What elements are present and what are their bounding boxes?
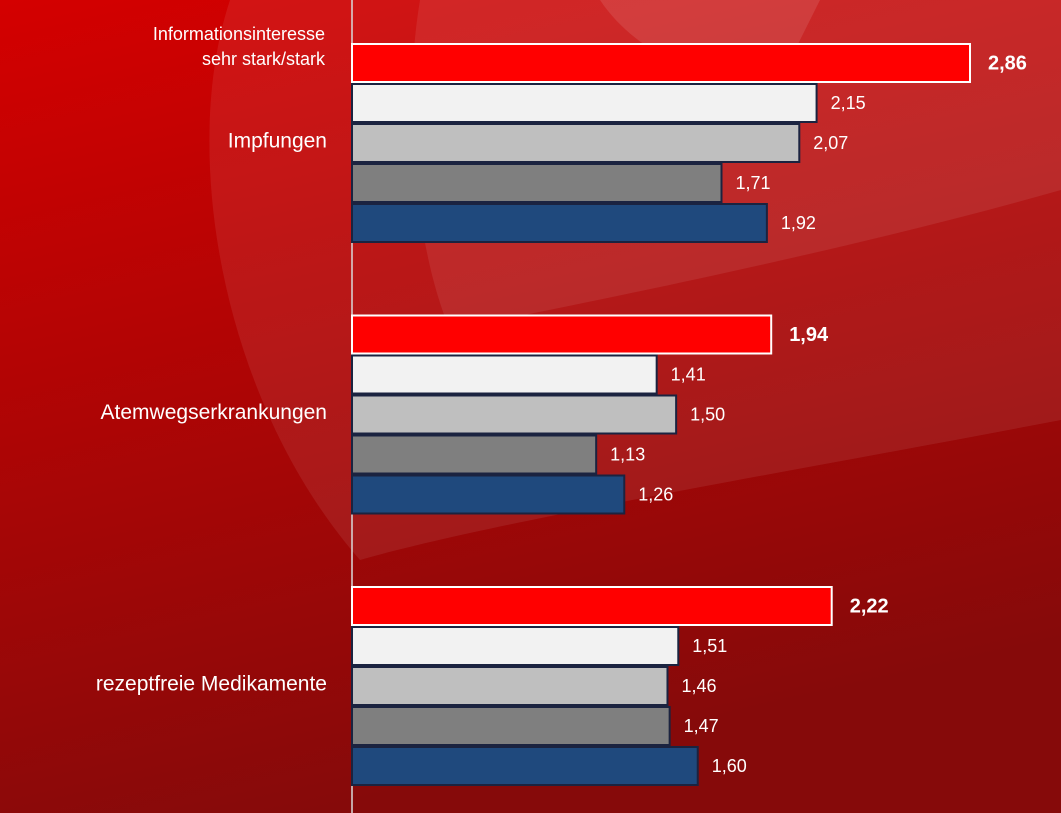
value-label: 1,71 [736,173,771,193]
value-label: 2,07 [813,133,848,153]
bar [351,43,971,83]
value-label: 2,22 [850,595,889,617]
bar [351,434,598,475]
bar [351,746,699,786]
category-label: rezeptfreie Medikamente [96,673,327,696]
category-label: Atemwegserkrankungen [101,401,327,424]
value-label: 1,26 [638,484,673,504]
bar [351,314,773,355]
bar [351,706,671,746]
value-label: 1,51 [692,636,727,656]
value-label: 1,46 [681,676,716,696]
bar [351,626,680,666]
value-label: 1,60 [712,756,747,776]
value-label: 1,94 [789,324,829,346]
value-label: 2,15 [831,93,866,113]
value-label: 1,13 [610,444,645,464]
value-label: 2,86 [988,52,1027,74]
bar [351,394,678,435]
value-label: 1,47 [684,716,719,736]
bar [351,586,833,626]
value-label: 1,92 [781,213,816,233]
bar [351,83,818,123]
bar [351,163,723,203]
bar [351,474,626,515]
bar [351,666,669,706]
value-label: 1,50 [690,404,725,424]
axis-title: Informationsinteresse [153,24,325,44]
bar [351,203,768,243]
axis-title: sehr stark/stark [202,49,326,69]
bar [351,354,658,395]
category-label: Impfungen [228,130,327,153]
bar [351,123,801,163]
value-label: 1,41 [671,364,706,384]
